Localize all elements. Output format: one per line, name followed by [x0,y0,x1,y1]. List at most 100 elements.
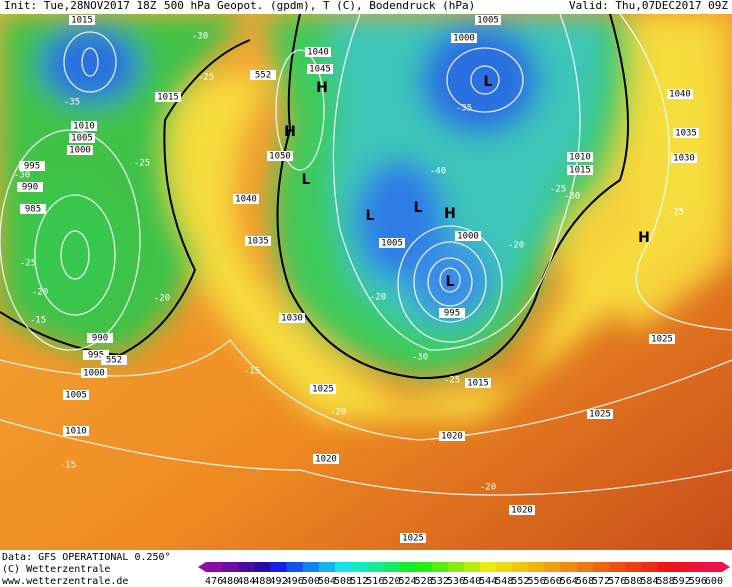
isobar-label-bg [245,236,271,246]
legend-label: 500 [302,576,320,587]
isobar-label-bg [509,505,535,515]
legend-label: 532 [431,576,449,587]
isobar-label-bg [19,161,45,171]
isobar-label: 1025 [402,534,424,544]
isobar-label-bg [567,152,593,162]
footer-copyright: (C) Wetterzentrale [2,564,110,575]
isobar-label: 990 [92,334,108,344]
legend-swatch [593,562,610,572]
legend-swatch [544,562,562,572]
legend-swatch [641,562,658,572]
isobar-label-bg [305,47,331,57]
isobar-label: 1030 [673,154,695,164]
legend-swatch [415,562,433,572]
isobar-label-bg [69,15,95,25]
pressure-center: L [484,74,493,90]
isobar-label: 1040 [307,48,329,58]
legend-swatch [383,562,400,572]
isobar-label-bg [267,151,293,161]
isobar-label-bg [81,368,107,378]
map-field [0,14,732,550]
legend-arrow-right [722,562,730,572]
isobar-label-bg [87,333,113,343]
legend-swatch [560,562,578,572]
legend-swatch [222,562,239,572]
legend-label: 576 [608,576,626,587]
isobar-label: 1010 [73,122,95,132]
isobar-label-bg [20,204,46,214]
pressure-center: L [302,172,311,188]
legend-label: 568 [576,576,594,587]
legend-label: 484 [237,576,255,587]
legend-swatch [238,562,255,572]
legend-label: 600 [705,576,723,587]
legend-swatch [254,562,271,572]
legend-swatch [302,562,320,572]
legend-swatch [431,562,449,572]
isobar-label: 1005 [71,134,93,144]
footer-data: Data: GFS OPERATIONAL 0.250° [2,552,171,563]
isobar-label: 1005 [65,391,87,401]
isobar-label-bg [233,194,259,204]
pressure-center: H [444,206,456,222]
isobar-label-bg [71,121,97,131]
legend-swatch [528,562,546,572]
legend-label: 524 [399,576,417,587]
legend-swatch [464,562,481,572]
temperature-label: -40 [430,167,446,177]
legend-label: 556 [528,576,546,587]
legend-label: 572 [592,576,610,587]
isobar-label: 1040 [235,195,257,205]
temperature-label: -35 [64,98,80,108]
isobar-label-bg [439,308,465,318]
isobar-label: 1025 [589,410,611,420]
isobar-label-bg [63,426,89,436]
temperature-label: -25 [668,208,684,218]
legend-label: 508 [334,576,352,587]
isobar-label: 552 [106,356,122,366]
legend-swatch [673,562,691,572]
isobar-label: 1000 [453,34,475,44]
legend-swatch [335,562,352,572]
legend-label: 520 [382,576,400,587]
legend-swatch [351,562,368,572]
legend-label: 540 [463,576,481,587]
header-title: 500 hPa Geopot. (gpdm), T (C), Bodendruc… [164,0,475,12]
isobar-label: 1045 [309,65,331,75]
legend-swatch [447,562,465,572]
temperature-label: -25 [550,185,566,195]
legend-swatch [512,562,529,572]
temperature-label: -25 [198,73,214,83]
isobar-label-bg [101,355,127,365]
legend-arrow-left [198,562,206,572]
isobar-label: 1005 [477,16,499,26]
pressure-center: H [316,80,328,96]
isobar-label: 1010 [569,153,591,163]
legend-label: 504 [318,576,336,587]
isobar-label: 1000 [457,232,479,242]
isobar-label: 985 [25,205,41,215]
isobar-label: 1020 [441,432,463,442]
isobar-label-bg [379,238,405,248]
legend-label: 496 [286,576,304,587]
isobar-label: 1015 [157,93,179,103]
temperature-label: -20 [480,483,496,493]
legend-label: 580 [624,576,642,587]
legend-swatch [576,562,594,572]
isobar-label: 1025 [312,385,334,395]
header-init: Init: Tue,28NOV2017 18Z [4,0,157,12]
isobar-label: 995 [88,351,104,361]
legend-swatch [657,562,675,572]
isobar-label: 1030 [281,314,303,324]
isobar-label-bg [671,153,697,163]
temperature-label: -15 [60,461,76,471]
isobar-label: 995 [444,309,460,319]
pressure-center: L [366,208,375,224]
legend-label: 516 [366,576,384,587]
isobar-label-bg [307,64,333,74]
isobar-label: 1015 [71,16,93,26]
legend-label: 476 [205,576,223,587]
legend-label: 584 [640,576,658,587]
isobar-label-bg [567,165,593,175]
isobar-label: 1040 [669,90,691,100]
